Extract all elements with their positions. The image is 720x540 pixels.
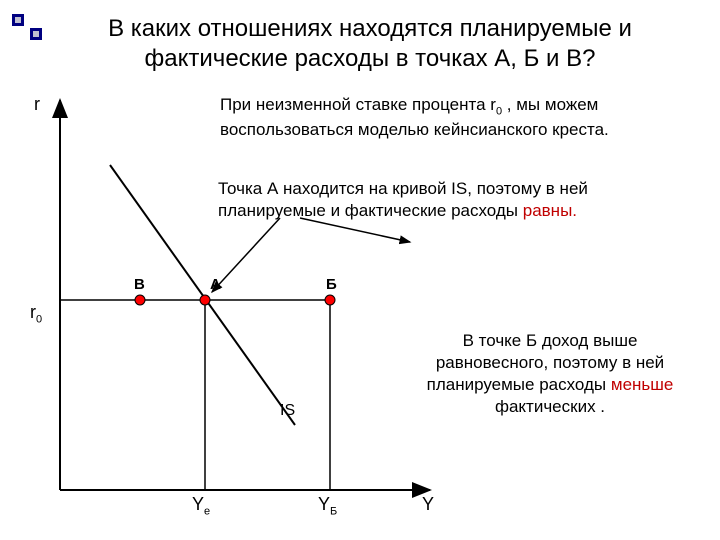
slide-bullet-2: [30, 28, 42, 40]
label-B: Б: [326, 276, 337, 293]
point-A-marker: [200, 295, 210, 305]
r0-text: r0: [30, 302, 42, 322]
chart-area: r Y r0 Ye YБ IS В А Б При неизменной ста…: [30, 90, 690, 520]
slide-title: В каких отношениях находятся планируемые…: [60, 14, 680, 74]
slide-bullet-1: [12, 14, 24, 26]
r0-label: r0: [30, 302, 42, 326]
point-V-marker: [135, 295, 145, 305]
y-axis-label: r: [34, 94, 40, 115]
chart-svg: [30, 90, 690, 520]
Ye-text: Ye: [192, 494, 210, 514]
paragraph-1: При неизменной ставке процента r0 , мы м…: [220, 94, 670, 141]
label-V: В: [134, 276, 145, 293]
point-B-marker: [325, 295, 335, 305]
x-axis-label: Y: [422, 494, 434, 515]
IS-label: IS: [280, 402, 295, 420]
pointer-to-A: [212, 218, 280, 292]
paragraph-3: В точке Б доход выше равновесного, поэто…: [410, 330, 690, 418]
p3-suffix: фактических .: [495, 397, 605, 416]
p2-highlight: равны.: [523, 201, 577, 220]
Yb-text: YБ: [318, 494, 337, 514]
p1-prefix: При неизменной ставке процента r: [220, 95, 496, 114]
paragraph-2: Точка А находится на кривой IS, поэтому …: [218, 178, 658, 222]
label-A: А: [210, 276, 221, 293]
Yb-label: YБ: [318, 494, 337, 518]
Ye-label: Ye: [192, 494, 210, 518]
p3-highlight: меньше: [611, 375, 673, 394]
